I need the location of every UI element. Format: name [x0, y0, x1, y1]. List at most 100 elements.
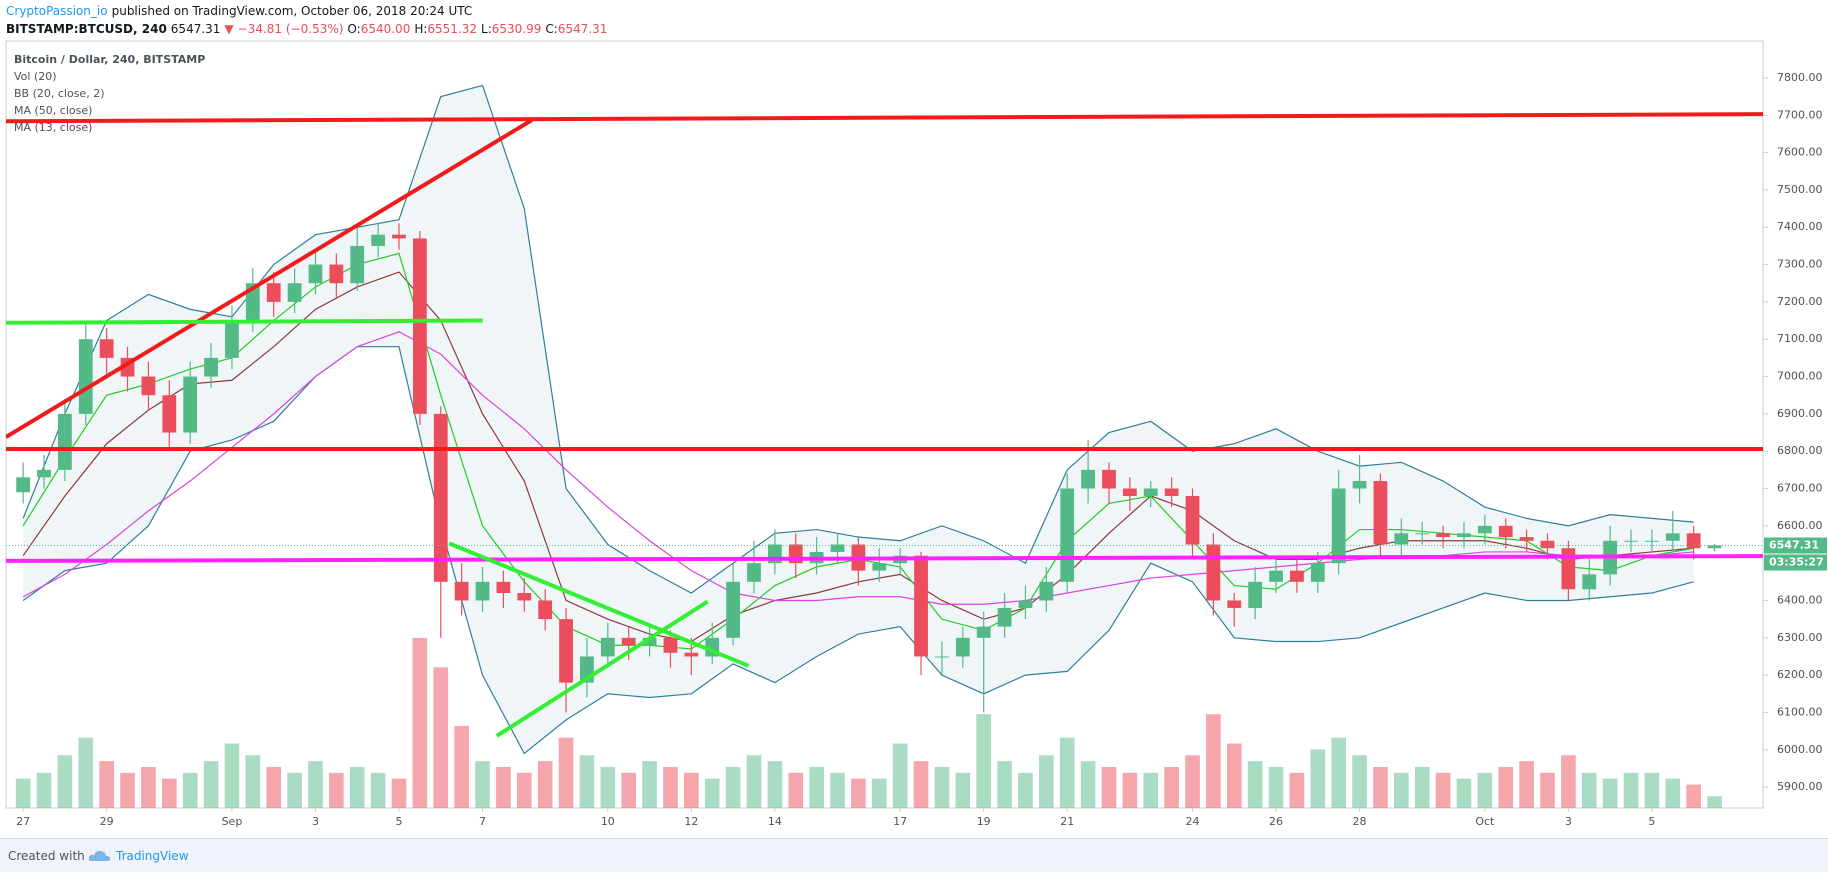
- brand[interactable]: TradingView: [116, 849, 189, 863]
- candle-body: [1039, 581, 1054, 601]
- volume-bar: [892, 743, 908, 808]
- trend-line: [448, 541, 750, 668]
- candle-body: [1624, 540, 1638, 542]
- volume-bar: [558, 737, 574, 808]
- candle-body: [496, 581, 511, 594]
- candle-body: [1394, 533, 1409, 545]
- price: 6547.31: [170, 22, 221, 36]
- axes: 5900.00 6000.00 6100.00 6200.00 6300.00 6400.…: [16, 71, 1827, 828]
- volume-bar: [1414, 766, 1430, 808]
- x-tick-label: 7: [479, 815, 486, 828]
- author[interactable]: CryptoPassion_io: [6, 4, 108, 18]
- candle-body: [1373, 481, 1388, 545]
- candle-body: [1352, 481, 1367, 489]
- volume-bar: [1456, 778, 1472, 808]
- symbol: BITSTAMP:BTCUSD, 240: [6, 22, 167, 36]
- chart: 5900.00 6000.00 6100.00 6200.00 6300.00 6400.…: [5, 40, 1827, 828]
- volume-bar: [1143, 772, 1159, 808]
- candle-body: [1707, 545, 1722, 549]
- volume-bar: [955, 772, 971, 808]
- trend-line: [6, 554, 1763, 563]
- volume-bar: [663, 766, 678, 808]
- y-tick-label: 6800.00: [1777, 444, 1823, 457]
- volume-bar: [1226, 743, 1242, 808]
- volume-bar: [1101, 766, 1117, 808]
- volume-bar: [1581, 772, 1597, 808]
- logo: [88, 850, 111, 861]
- ohlc-label: O:: [347, 22, 361, 36]
- volume-bar: [809, 766, 824, 808]
- quote-line: BITSTAMP:BTCUSD, 240 6547.31 ▼ −34.81 (−0.5…: [6, 20, 611, 38]
- y-tick-label: 7100.00: [1777, 332, 1823, 345]
- candle-body: [1457, 533, 1471, 538]
- volume-bar: [851, 778, 866, 808]
- y-tick-label: 6000.00: [1777, 743, 1823, 756]
- indicator-layer: [22, 84, 1694, 755]
- x-tick-label: 28: [1353, 815, 1367, 828]
- volume-bar: [1310, 749, 1326, 808]
- volume-bar: [579, 755, 595, 808]
- candle-body: [1185, 495, 1200, 545]
- y-tick-label: 6200.00: [1777, 668, 1823, 681]
- y-tick-label: 7600.00: [1777, 146, 1823, 159]
- volume-bar: [1206, 714, 1221, 808]
- volume-bar: [182, 772, 198, 808]
- x-tick-label: 26: [1269, 815, 1283, 828]
- volume-bar: [36, 772, 52, 808]
- y-tick-label: 7300.00: [1777, 258, 1823, 271]
- volume-bar: [1331, 737, 1346, 808]
- trend-line: [6, 118, 533, 439]
- candle-body: [1415, 533, 1430, 535]
- candle-body: [1686, 533, 1701, 549]
- x-tick-label: 27: [16, 815, 30, 828]
- candle-body: [204, 357, 218, 377]
- candle-body: [162, 395, 177, 433]
- candle-body: [1645, 540, 1659, 542]
- header: CryptoPassion_io published on TradingView…: [6, 2, 611, 38]
- volume-bar: [1268, 766, 1284, 808]
- volume-bar: [78, 737, 94, 808]
- x-tick-label: 5: [1648, 815, 1655, 828]
- x-tick-label: 14: [768, 815, 782, 828]
- candle-body: [1164, 488, 1179, 496]
- candle-body: [1060, 488, 1075, 582]
- volume-bar: [997, 761, 1012, 808]
- volume-bar: [287, 772, 302, 808]
- ohlc-value: 6547.31: [557, 22, 608, 36]
- volume-bar: [1289, 772, 1305, 808]
- volume-bar: [329, 772, 344, 808]
- y-tick-label: 7500.00: [1777, 183, 1823, 196]
- candle-body: [914, 555, 928, 657]
- candle-body: [642, 637, 657, 646]
- volume-bar: [684, 772, 699, 808]
- volume-bar: [1644, 772, 1660, 808]
- volume-bar: [788, 772, 804, 808]
- volume-bar: [1185, 755, 1200, 808]
- candle-body: [1102, 469, 1116, 489]
- candle-body: [266, 283, 281, 302]
- volume-bar: [1018, 772, 1033, 808]
- bb-lower: [22, 346, 1694, 755]
- candle-body: [1561, 548, 1576, 590]
- volume-bar: [15, 778, 31, 808]
- candle-body: [726, 581, 740, 638]
- volume-bar: [1561, 755, 1576, 808]
- volume-bar: [1686, 784, 1701, 808]
- trend-line: [6, 112, 1763, 124]
- candle-body: [1665, 533, 1680, 541]
- y-tick-label: 5900.00: [1777, 780, 1823, 793]
- volume-bar: [1498, 766, 1514, 808]
- volume-bar: [1059, 737, 1075, 808]
- legend-entry: MA (13, close): [14, 121, 92, 134]
- volume-bar: [725, 766, 741, 808]
- volume-bar: [976, 714, 991, 808]
- volume-bar: [266, 766, 282, 808]
- bb-fill: [23, 85, 1694, 754]
- trend-line: [495, 599, 709, 738]
- legend-entry: MA (50, close): [14, 104, 92, 117]
- candle-body: [412, 238, 427, 414]
- candle-body: [78, 339, 93, 414]
- candle-body: [1331, 488, 1346, 564]
- x-tick-label: 29: [100, 815, 114, 828]
- volume-bar: [1519, 761, 1534, 808]
